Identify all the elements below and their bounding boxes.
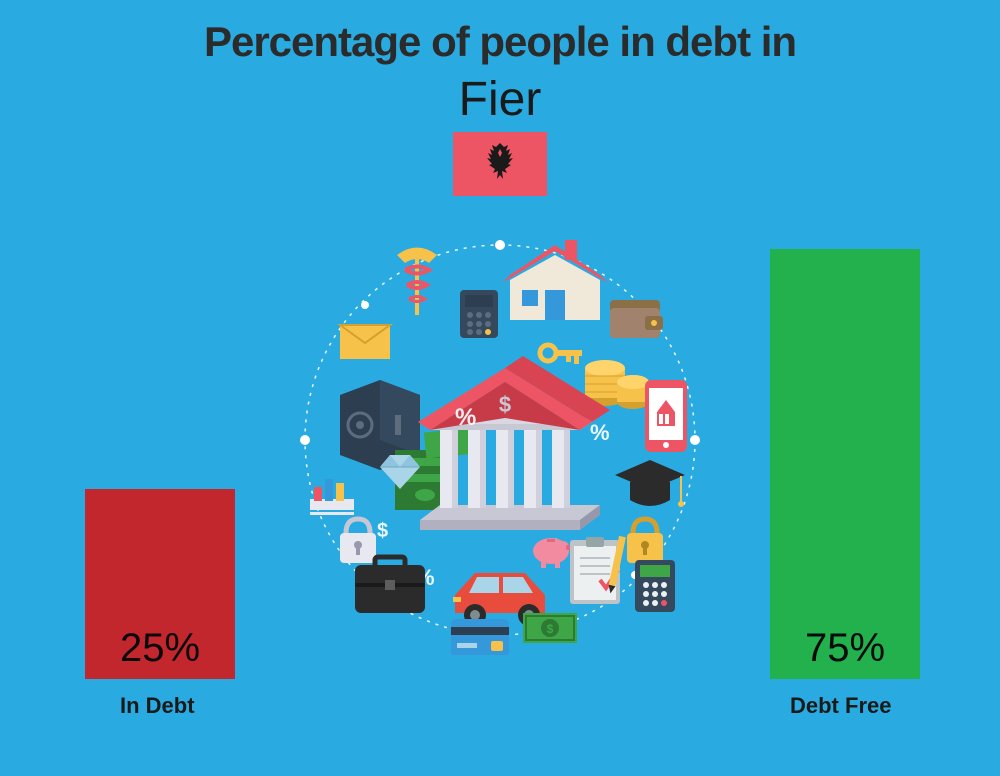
dollar-bill-icon: $ (523, 613, 577, 643)
phone-icon (645, 380, 687, 452)
padlock-gold-icon (627, 519, 663, 563)
percent-icon: % (590, 420, 610, 445)
bar-in-debt: 25% (85, 489, 235, 679)
key-icon (540, 345, 582, 364)
calculator-icon (460, 290, 498, 338)
finance-illustration: $ % % % $ $ (285, 225, 715, 655)
mini-chart-icon (310, 479, 354, 515)
briefcase-icon (355, 557, 425, 613)
bar-value: 75% (805, 626, 885, 679)
dollar-icon: $ (377, 520, 388, 542)
bank-icon: $ (418, 356, 610, 530)
percent-icon: % (455, 404, 476, 431)
flag-icon (453, 132, 547, 196)
bar-value: 25% (120, 626, 200, 679)
page-subtitle: Fier (0, 72, 1000, 127)
piggy-bank-icon (533, 538, 571, 568)
house-icon (502, 240, 608, 320)
bar-label-in-debt: In Debt (120, 693, 195, 719)
svg-text:$: $ (499, 392, 511, 417)
wallet-icon (610, 300, 663, 338)
svg-text:$: $ (547, 622, 554, 636)
eagle-emblem-icon (487, 143, 513, 179)
padlock-icon (340, 519, 376, 563)
graduation-cap-icon (615, 460, 685, 507)
caduceus-icon (397, 248, 437, 316)
page-title: Percentage of people in debt in (0, 18, 1000, 66)
envelope-icon (340, 325, 390, 359)
bar-debt-free: 75% (770, 249, 920, 679)
credit-card-icon (451, 619, 509, 655)
clipboard-icon (570, 536, 626, 604)
bar-label-debt-free: Debt Free (790, 693, 891, 719)
calculator2-icon (635, 560, 675, 612)
